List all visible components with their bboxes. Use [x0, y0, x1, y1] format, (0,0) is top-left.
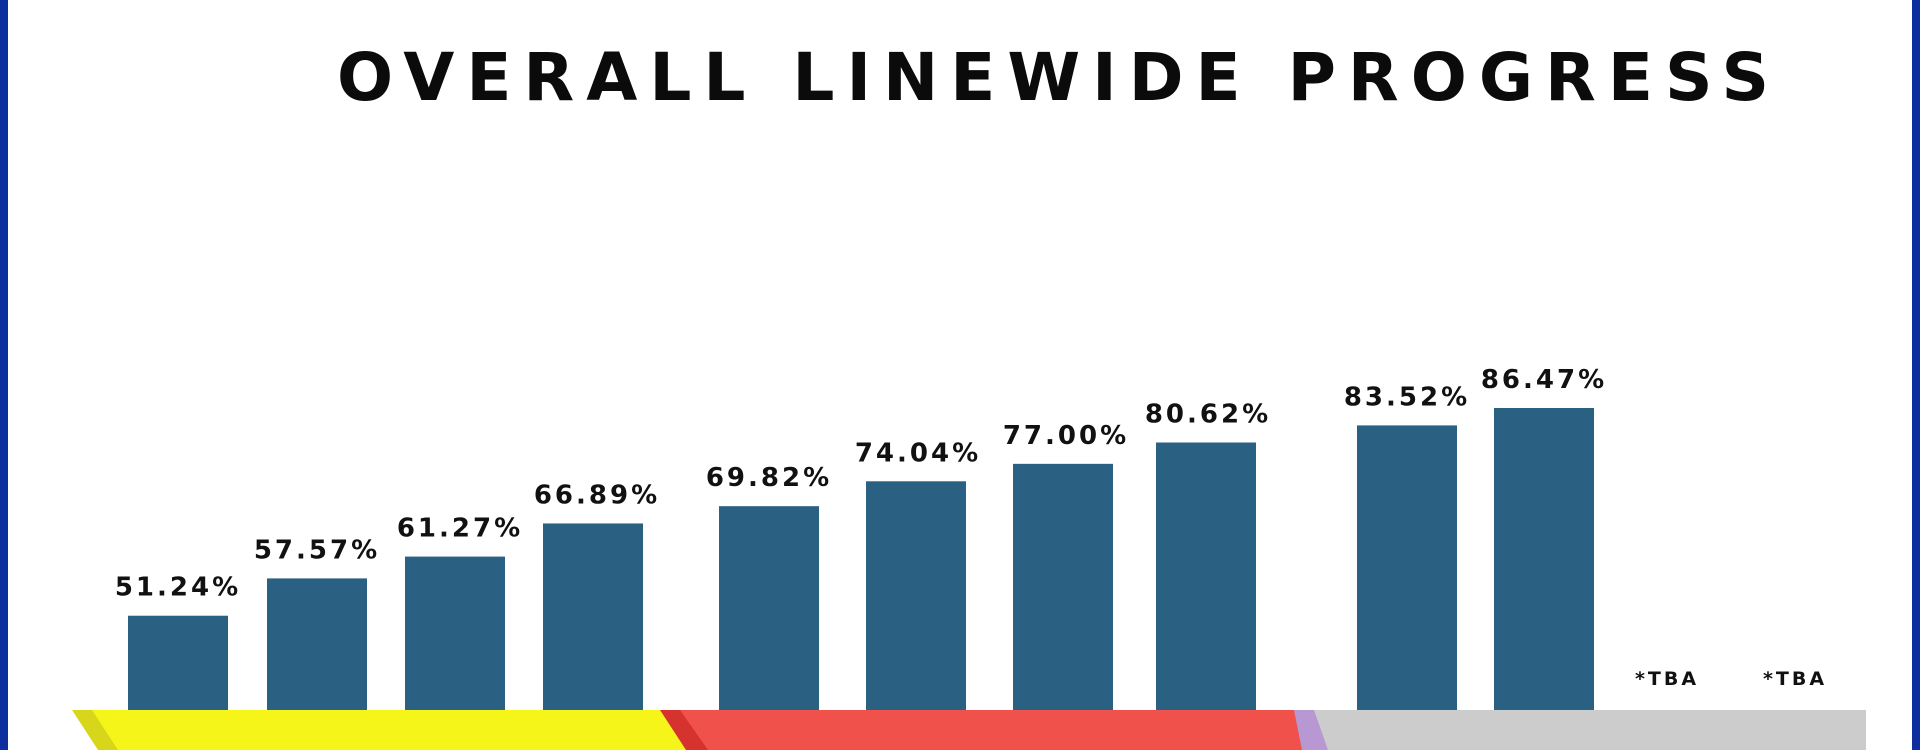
- band-red-edge: [660, 710, 712, 750]
- frame-left-border: [0, 0, 8, 750]
- tba-label-11: *TBA: [1635, 668, 1699, 690]
- band-red: [680, 710, 1306, 750]
- bar-value-label-5: 69.82%: [706, 463, 832, 493]
- bar-3: [405, 556, 505, 710]
- bar-value-label-7: 77.00%: [1003, 421, 1129, 451]
- bar-8: [1156, 442, 1256, 710]
- bottom-bands: [72, 710, 1866, 750]
- bar-value-label-3: 61.27%: [397, 514, 523, 544]
- frame-right-border: [1912, 0, 1920, 750]
- bar-6: [866, 481, 966, 710]
- bar-10: [1494, 408, 1594, 710]
- band-gray: [1314, 710, 1866, 750]
- bar-2: [267, 578, 367, 710]
- bar-value-label-2: 57.57%: [254, 535, 380, 565]
- bars-layer: [128, 408, 1594, 710]
- tba-label-12: *TBA: [1763, 668, 1827, 690]
- bar-5: [719, 506, 819, 710]
- value-labels-layer: 51.24% 57.57% 61.27% 66.89% 69.82% 74.04% 77.0…: [115, 365, 1827, 690]
- chart-title: OVERALL LINEWIDE PROGRESS: [337, 39, 1781, 116]
- bar-7: [1013, 463, 1113, 710]
- bar-9: [1357, 425, 1457, 710]
- bar-value-label-8: 80.62%: [1145, 399, 1271, 429]
- bar-value-label-10: 86.47%: [1481, 365, 1607, 395]
- bar-1: [128, 615, 228, 710]
- band-purple: [1294, 710, 1332, 750]
- bar-value-label-6: 74.04%: [855, 438, 981, 468]
- bar-value-label-9: 83.52%: [1344, 382, 1470, 412]
- bar-4: [543, 523, 643, 710]
- bar-value-label-4: 66.89%: [534, 480, 660, 510]
- bar-value-label-1: 51.24%: [115, 573, 241, 603]
- band-yellow: [92, 710, 688, 750]
